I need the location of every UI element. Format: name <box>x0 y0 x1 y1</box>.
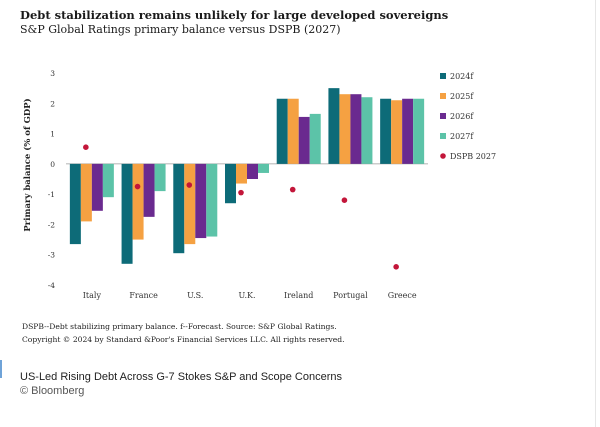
dspb-marker-U.K. <box>238 189 244 196</box>
x-tick-label: U.S. <box>187 291 203 300</box>
bar-2025f-Portugal <box>339 94 351 164</box>
y-axis-label: Primary balance (% of GDP) <box>22 98 33 231</box>
bar-2025f-Ireland <box>287 98 299 164</box>
bar-2027f-U.K. <box>258 163 269 173</box>
bar-chart: Primary balance (% of GDP) 3 2 1 0 -1 -2 -3 -4 I… <box>22 69 496 300</box>
legend-swatch-2024f <box>440 73 446 79</box>
bar-2025f-U.S. <box>184 163 196 245</box>
bar-2026f-Greece <box>402 98 414 164</box>
y-tick-label: -2 <box>48 220 56 229</box>
image-credit: © Bloomberg <box>20 385 85 397</box>
chart-card: Debt stabilization remains unlikely for … <box>20 8 497 344</box>
dspb-marker-France <box>134 183 141 190</box>
bar-2025f-U.K. <box>236 163 247 184</box>
bar-2024f-Italy <box>69 163 81 245</box>
x-tick-label: Portugal <box>333 291 368 300</box>
bar-2026f-U.K. <box>247 163 258 179</box>
x-tick-label: Greece <box>388 291 417 300</box>
bar-2024f-Portugal <box>328 88 340 164</box>
y-tick-label: 2 <box>50 99 55 108</box>
x-tick-label: Italy <box>83 291 102 300</box>
x-tick-label: Ireland <box>284 291 313 300</box>
legend-label: DSPB 2027 <box>450 152 496 161</box>
bar-2026f-Ireland <box>298 116 310 164</box>
bar-2024f-U.S. <box>173 163 185 254</box>
x-tick-label: U.K. <box>238 291 255 300</box>
bar-2027f-Greece <box>413 98 425 164</box>
y-tick-label: -4 <box>48 281 56 290</box>
dspb-marker-Ireland <box>289 186 296 193</box>
bar-2024f-Greece <box>380 98 392 164</box>
legend-swatch-2025f <box>440 93 446 99</box>
y-tick-label: -1 <box>48 190 55 199</box>
legend-label: 2025f <box>450 92 474 101</box>
bar-2027f-France <box>154 163 166 192</box>
chart-title: Debt stabilization remains unlikely for … <box>20 8 449 22</box>
bar-2026f-Portugal <box>350 94 362 164</box>
image-caption: US-Led Rising Debt Across G-7 Stokes S&P… <box>20 371 343 383</box>
legend-label: 2026f <box>450 112 474 121</box>
bar-2024f-U.K. <box>225 163 236 204</box>
y-tick-label: 3 <box>50 69 55 78</box>
dspb-marker-Portugal <box>341 197 348 203</box>
y-tick-label: 1 <box>50 130 55 139</box>
x-tick-label: France <box>129 291 158 300</box>
chart-subtitle: S&P Global Ratings primary balance versu… <box>20 23 341 36</box>
legend-swatch-dspb <box>440 153 446 159</box>
y-tick-label: -3 <box>48 251 56 260</box>
caption-divider <box>0 360 2 378</box>
bar-2026f-Italy <box>91 163 103 211</box>
bar-2027f-Italy <box>102 163 114 198</box>
dspb-marker-Greece <box>393 264 399 270</box>
bar-2026f-U.S. <box>195 163 207 239</box>
bar-2025f-France <box>132 163 144 240</box>
dspb-marker-Italy <box>83 144 89 150</box>
bar-2027f-Portugal <box>361 97 373 164</box>
legend-label: 2027f <box>450 132 474 141</box>
footnote-copyright: Copyright © 2024 by Standard &Poor's Fin… <box>22 335 345 344</box>
bar-2024f-Ireland <box>276 98 288 164</box>
page-edge-line <box>595 0 596 427</box>
dspb-marker-U.S. <box>186 182 193 188</box>
bar-2027f-Ireland <box>309 113 321 164</box>
bar-2026f-France <box>143 163 155 217</box>
legend-swatch-2026f <box>440 113 446 119</box>
bar-2027f-U.S. <box>206 163 218 237</box>
bar-2024f-France <box>121 163 133 264</box>
bar-2025f-Greece <box>391 100 403 164</box>
footnote-definitions: DSPB--Debt stabilizing primary balance. … <box>22 322 337 331</box>
bar-2025f-Italy <box>80 163 92 222</box>
legend-label: 2024f <box>450 72 474 81</box>
y-tick-label: 0 <box>50 160 55 169</box>
legend-swatch-2027f <box>440 133 446 139</box>
